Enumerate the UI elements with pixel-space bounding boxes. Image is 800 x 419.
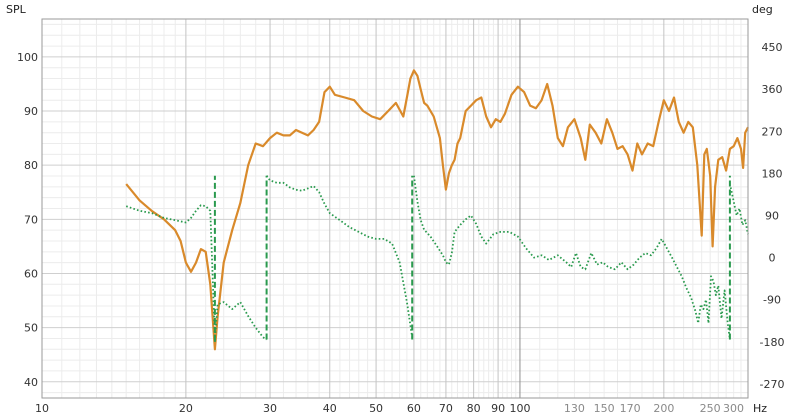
x-tick-label: 250 bbox=[700, 402, 721, 415]
left-axis-unit: SPL bbox=[6, 3, 27, 16]
x-tick-label: 20 bbox=[179, 402, 193, 415]
x-tick-label: 70 bbox=[439, 402, 453, 415]
y-right-tick-label: -180 bbox=[760, 336, 785, 349]
series-line-1 bbox=[125, 69, 749, 351]
y-right-tick-label: -90 bbox=[763, 294, 781, 307]
x-tick-label: 50 bbox=[369, 402, 383, 415]
x-tick-label: 80 bbox=[467, 402, 481, 415]
x-tick-label: 30 bbox=[263, 402, 277, 415]
y-left-tick-label: 80 bbox=[24, 159, 38, 172]
right-axis-unit: deg bbox=[752, 3, 773, 16]
x-tick-label: 170 bbox=[620, 402, 641, 415]
y-right-tick-label: 0 bbox=[769, 252, 776, 265]
x-tick-label: 300 bbox=[723, 402, 744, 415]
series-line-5 bbox=[729, 187, 749, 235]
y-left-tick-label: 70 bbox=[24, 213, 38, 226]
y-right-tick-label: 180 bbox=[762, 167, 783, 180]
x-tick-label: 10 bbox=[35, 402, 49, 415]
x-tick-label: 100 bbox=[509, 402, 530, 415]
x-tick-label: 150 bbox=[594, 402, 615, 415]
y-right-tick-label: 270 bbox=[762, 125, 783, 138]
y-right-tick-label: 90 bbox=[765, 210, 779, 223]
series-line-3 bbox=[265, 175, 414, 338]
y-left-tick-label: 50 bbox=[24, 322, 38, 335]
x-tick-label: 60 bbox=[407, 402, 421, 415]
plot-frame bbox=[41, 18, 749, 399]
y-right-tick-label: -270 bbox=[760, 378, 785, 391]
grid bbox=[41, 19, 748, 398]
tick-labels: 10 20 30 40 50 60 70 80 90 100 130 150 170 200 250 300 1… bbox=[17, 41, 784, 415]
y-left-tick-label: 100 bbox=[17, 51, 38, 64]
x-tick-label: 90 bbox=[491, 402, 505, 415]
x-tick-label: 130 bbox=[564, 402, 585, 415]
y-right-tick-label: 450 bbox=[762, 41, 783, 54]
x-tick-label: 40 bbox=[323, 402, 337, 415]
x-axis-unit: Hz bbox=[753, 402, 767, 415]
series-layer bbox=[125, 69, 749, 351]
x-tick-label: 200 bbox=[653, 402, 674, 415]
y-left-tick-label: 40 bbox=[24, 376, 38, 389]
y-left-tick-label: 90 bbox=[24, 105, 38, 118]
y-left-tick-label: 60 bbox=[24, 267, 38, 280]
y-right-tick-label: 360 bbox=[762, 83, 783, 96]
series-line-4 bbox=[413, 175, 731, 340]
